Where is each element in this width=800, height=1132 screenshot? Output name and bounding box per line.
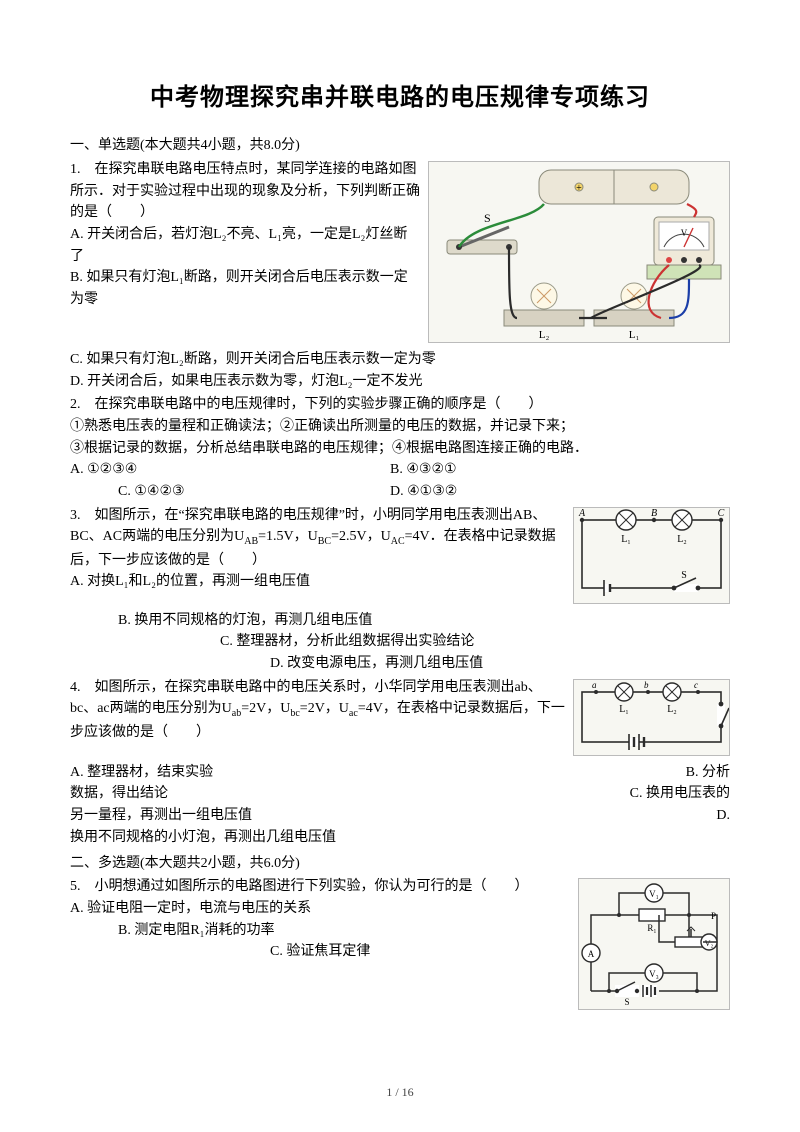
q1-figure: + V S <box>428 161 730 343</box>
section-1-heading: 一、单选题(本大题共4小题，共8.0分) <box>70 135 730 157</box>
question-2: 2. 在探究串联电路中的电压规律时，下列的实验步骤正确的顺序是（ ） ①熟悉电压… <box>70 394 730 502</box>
svg-text:V₂: V₂ <box>705 939 714 948</box>
svg-text:L₁: L₁ <box>619 704 629 715</box>
svg-text:R₁: R₁ <box>647 923 656 933</box>
svg-text:b: b <box>644 680 649 690</box>
q2-stem: 2. 在探究串联电路中的电压规律时，下列的实验步骤正确的顺序是（ ） <box>70 394 730 416</box>
q2-option-a: A. ①②③④ <box>70 459 370 481</box>
q2-step-3-4: ③根据记录的数据，分析总结串联电路的电压规律；④根据电路图连接正确的电路． <box>70 438 730 460</box>
q4-option-b-cont: 数据，得出结论 <box>70 783 168 805</box>
question-4: a b c L₁ L₂ 4. 如图所示，在探究串联电路中的电压关系时，小华同学用… <box>70 677 730 849</box>
question-1: + V S <box>70 159 730 392</box>
q4-option-c-right: C. 换用电压表的 <box>630 783 730 805</box>
q2-option-c: C. ①④②③ <box>70 481 370 503</box>
svg-text:V₃: V₃ <box>649 969 659 979</box>
svg-text:c: c <box>694 680 698 690</box>
svg-text:L₁: L₁ <box>629 329 640 341</box>
svg-text:A: A <box>588 949 595 959</box>
svg-text:B: B <box>651 508 657 519</box>
svg-text:S: S <box>681 570 687 581</box>
q2-step-1-2: ①熟悉电压表的量程和正确读法；②正确读出所测量的电压的数据，并记录下来； <box>70 416 730 438</box>
svg-text:A: A <box>578 508 586 519</box>
q3-option-c: C. 整理器材，分析此组数据得出实验结论 <box>70 631 730 653</box>
q3-option-d: D. 改变电源电压，再测几组电压值 <box>70 653 730 675</box>
q4-option-d-right: D. <box>716 805 730 827</box>
q3-option-b: B. 换用不同规格的灯泡，再测几组电压值 <box>70 610 730 632</box>
svg-text:L₂: L₂ <box>677 534 687 545</box>
svg-text:L₁: L₁ <box>621 534 631 545</box>
q1-option-c: C. 如果只有灯泡L₂断路，则开关闭合后电压表示数一定为零 <box>70 349 730 371</box>
q2-option-d: D. ④①③② <box>390 481 550 503</box>
svg-text:S: S <box>484 211 491 225</box>
question-3: A B C L₁ L₂ S 3. 如图所示，在“探究串联电路的电压规律”时，小明… <box>70 505 730 675</box>
q5-figure: V₁ R₁ P V₂ A V₃ <box>578 878 730 1010</box>
q4-figure: a b c L₁ L₂ <box>573 679 730 756</box>
q3-figure: A B C L₁ L₂ S <box>573 507 730 604</box>
svg-text:a: a <box>592 680 597 690</box>
svg-text:S: S <box>624 997 629 1007</box>
q2-option-b: B. ④③②① <box>390 459 550 481</box>
svg-text:V₁: V₁ <box>649 889 659 899</box>
q4-option-d-cont: 换用不同规格的小灯泡，再测出几组电压值 <box>70 827 730 849</box>
page-footer: 1 / 16 <box>0 1083 800 1102</box>
section-2-heading: 二、多选题(本大题共2小题，共6.0分) <box>70 853 730 875</box>
svg-text:V: V <box>681 228 688 238</box>
svg-text:L₂: L₂ <box>539 329 550 341</box>
svg-text:L₂: L₂ <box>667 704 677 715</box>
q4-option-a: A. 整理器材，结束实验 <box>70 762 213 784</box>
page-title: 中考物理探究串并联电路的电压规律专项练习 <box>70 80 730 117</box>
q4-option-b-right: B. 分析 <box>686 762 730 784</box>
svg-text:P: P <box>711 911 716 921</box>
q4-option-c-cont: 另一量程，再测出一组电压值 <box>70 805 252 827</box>
question-5: V₁ R₁ P V₂ A V₃ <box>70 876 730 1016</box>
q1-option-d: D. 开关闭合后，如果电压表示数为零，灯泡L₂一定不发光 <box>70 371 730 393</box>
svg-text:C: C <box>718 508 725 519</box>
svg-text:+: + <box>576 183 582 194</box>
